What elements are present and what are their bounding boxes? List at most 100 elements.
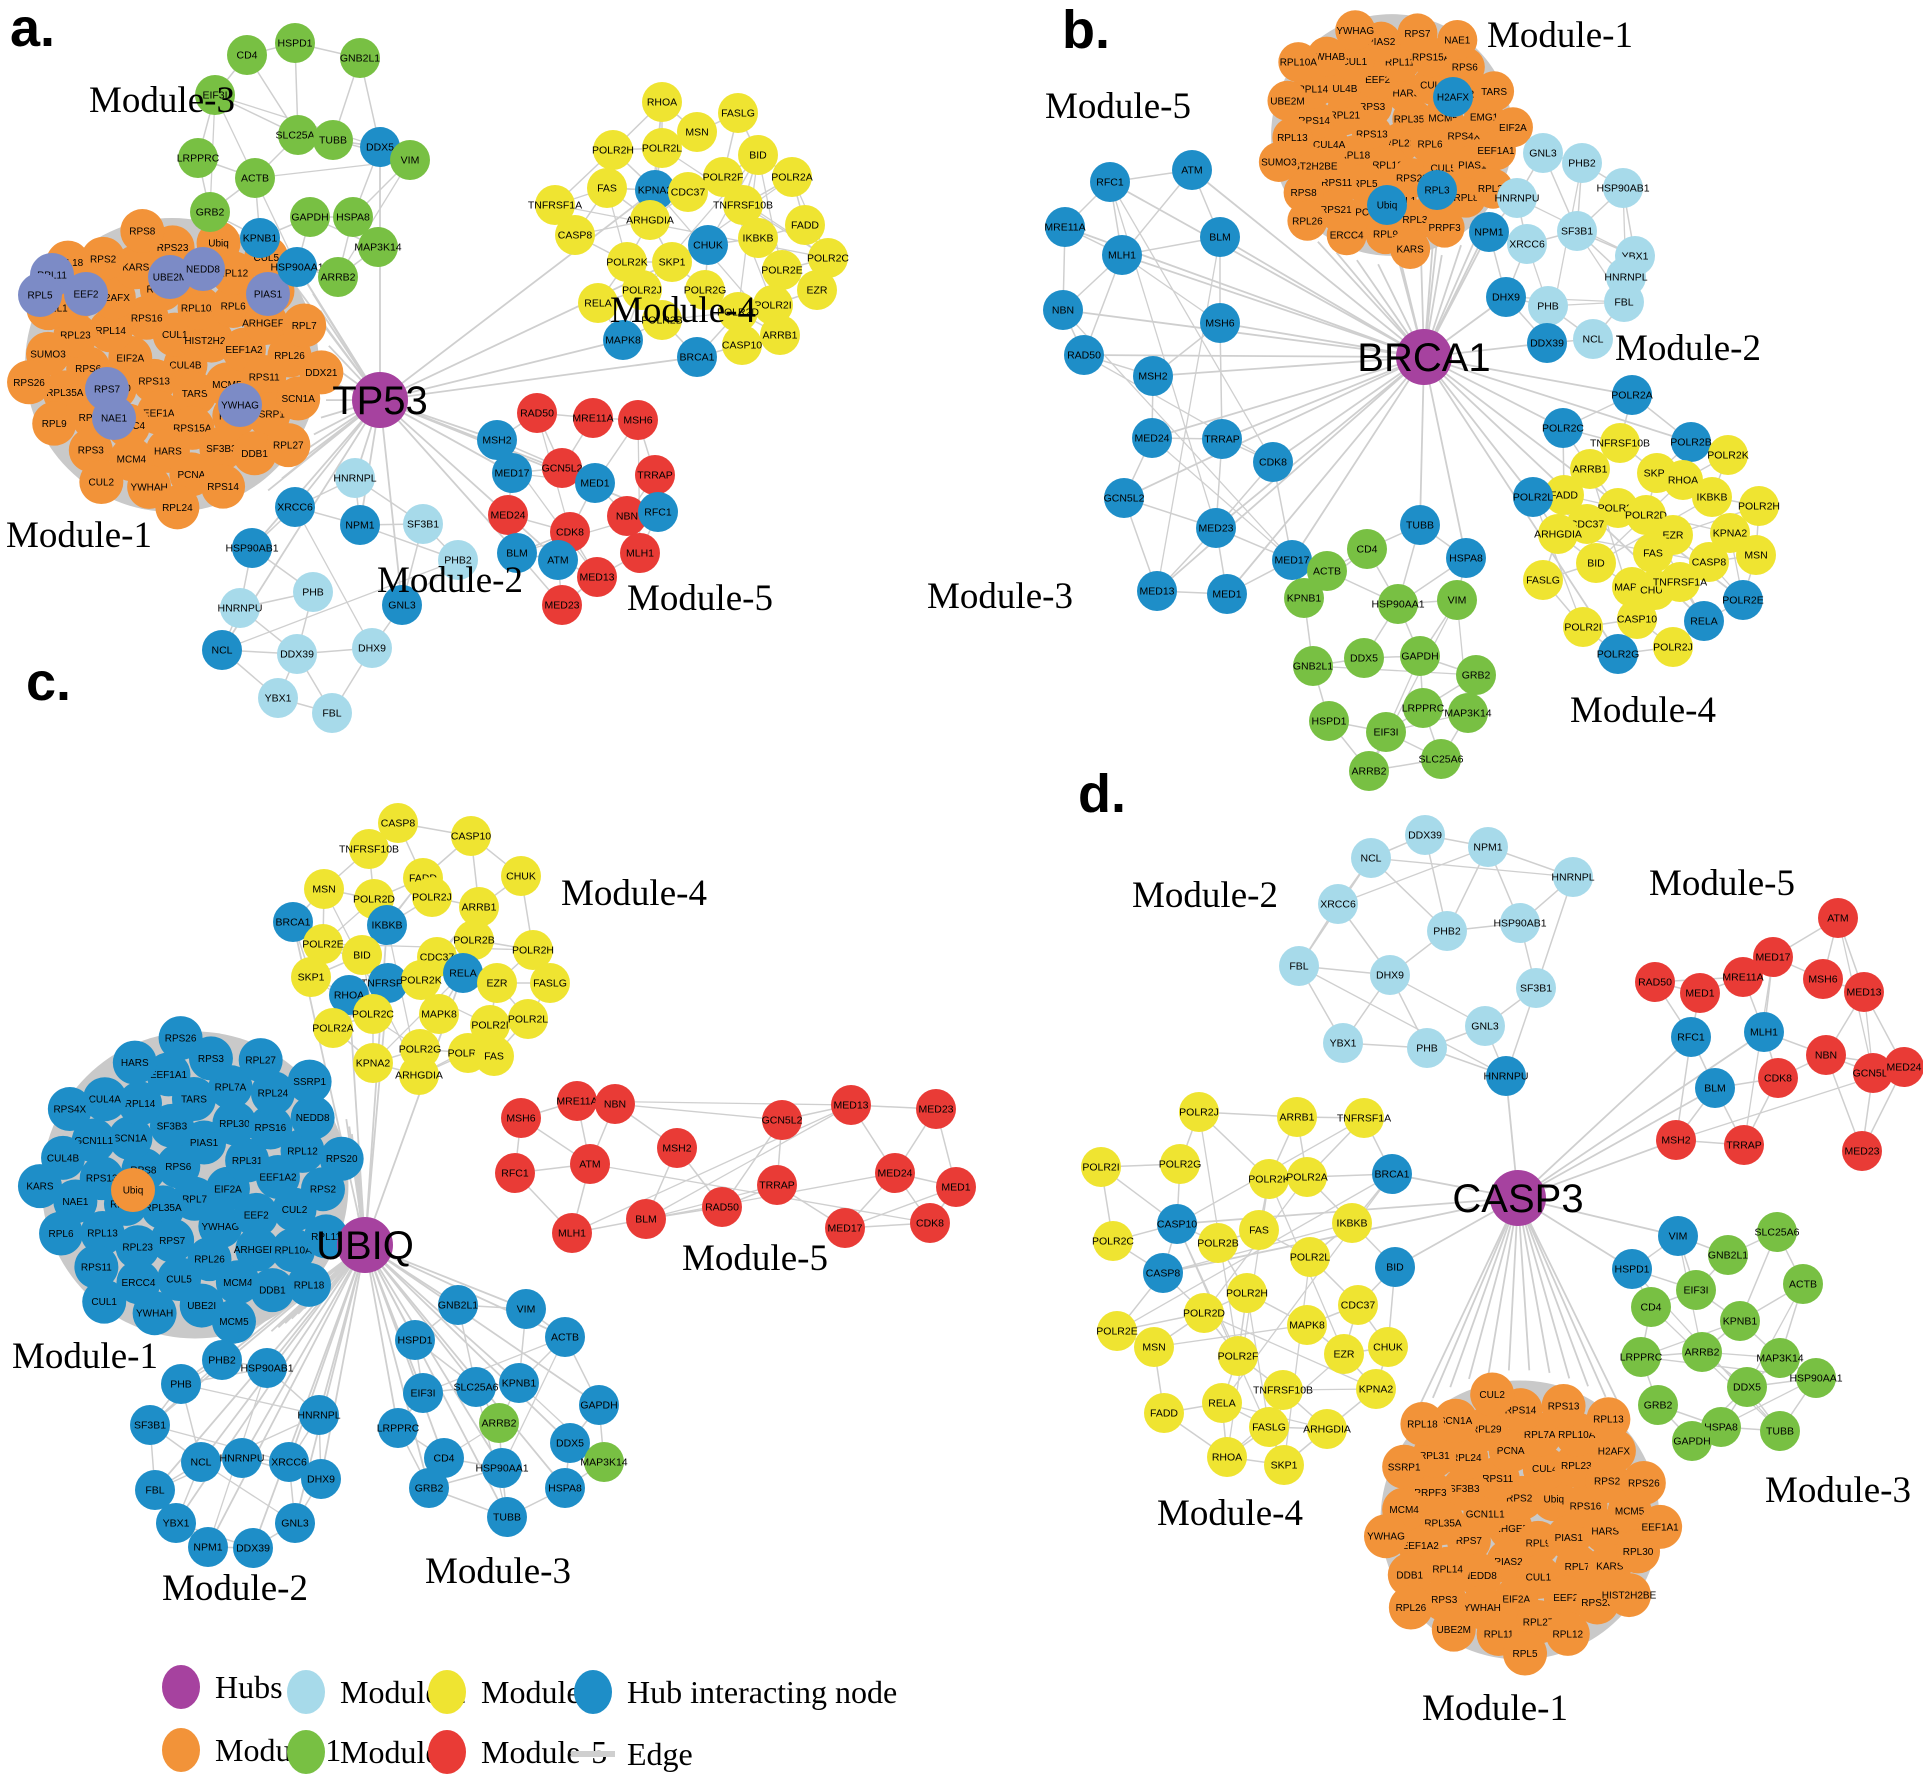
node-FADD[interactable]: FADD: [785, 205, 825, 245]
node-POLR2C[interactable]: POLR2C: [1542, 408, 1584, 448]
node-MED24[interactable]: MED24: [1132, 418, 1172, 458]
node-RPS26[interactable]: RPS26: [7, 360, 52, 405]
node-TRRAP[interactable]: TRRAP: [1724, 1125, 1764, 1165]
node-HSPD1[interactable]: HSPD1: [1612, 1249, 1652, 1289]
node-SKP1[interactable]: SKP1: [291, 957, 331, 997]
node-NBN[interactable]: NBN: [1043, 290, 1083, 330]
node-FASLG[interactable]: FASLG: [1523, 560, 1563, 600]
node-BID[interactable]: BID: [1576, 543, 1616, 583]
node-CUL1[interactable]: CUL1: [82, 1279, 127, 1324]
node-GNB2L1[interactable]: GNB2L1: [340, 38, 380, 78]
node-GRB2[interactable]: GRB2: [1638, 1385, 1678, 1425]
node-MED24[interactable]: MED24: [1884, 1047, 1923, 1087]
node-HSP90AA1[interactable]: HSP90AA1: [1371, 584, 1425, 624]
node-RPL3[interactable]: RPL3: [1417, 170, 1457, 210]
node-HSP90AB1[interactable]: HSP90AB1: [1493, 903, 1547, 943]
node-VIM[interactable]: VIM: [506, 1289, 546, 1329]
node-ATM[interactable]: ATM: [1172, 150, 1212, 190]
node-BLM[interactable]: BLM: [1695, 1068, 1735, 1108]
node-ATM[interactable]: ATM: [570, 1144, 610, 1184]
node-MED23[interactable]: MED23: [1842, 1131, 1882, 1171]
node-RPL12[interactable]: RPL12: [1545, 1611, 1590, 1656]
node-PHB[interactable]: PHB: [1528, 286, 1568, 326]
node-GNL3[interactable]: GNL3: [275, 1503, 315, 1543]
node-MSH6[interactable]: MSH6: [501, 1098, 541, 1138]
node-RHOA[interactable]: RHOA: [1207, 1437, 1247, 1477]
node-BID[interactable]: BID: [1375, 1247, 1415, 1287]
node-CHUK[interactable]: CHUK: [501, 856, 541, 896]
node-VIM[interactable]: VIM: [1658, 1216, 1698, 1256]
node-KPNA2[interactable]: KPNA2: [353, 1043, 393, 1083]
node-NCL[interactable]: NCL: [1573, 319, 1613, 359]
node-SF3B1[interactable]: SF3B1: [130, 1405, 170, 1445]
node-POLR2L[interactable]: POLR2L: [508, 999, 548, 1039]
node-CHUK[interactable]: CHUK: [688, 225, 728, 265]
node-MED17[interactable]: MED17: [825, 1208, 865, 1248]
node-CUL2[interactable]: CUL2: [79, 460, 124, 505]
node-DDX5[interactable]: DDX5: [1344, 638, 1384, 678]
node-ACTB[interactable]: ACTB: [545, 1317, 585, 1357]
node-FADD[interactable]: FADD: [1144, 1393, 1184, 1433]
node-MSN[interactable]: MSN: [1134, 1327, 1174, 1367]
node-MCM5[interactable]: MCM5: [211, 1299, 256, 1344]
node-DDX39[interactable]: DDX39: [277, 634, 317, 674]
node-RPL5[interactable]: RPL5: [18, 273, 62, 317]
hub-node-BRCA1[interactable]: BRCA1: [1357, 329, 1491, 385]
node-NBN[interactable]: NBN: [1806, 1035, 1846, 1075]
node-MSN[interactable]: MSN: [1736, 535, 1776, 575]
node-HNRNPU[interactable]: HNRNPU: [218, 588, 263, 628]
node-RPL24[interactable]: RPL24: [155, 485, 200, 530]
node-KARS[interactable]: KARS: [1390, 228, 1431, 269]
node-KPNB1[interactable]: KPNB1: [1284, 578, 1324, 618]
node-ARRB2[interactable]: ARRB2: [1682, 1332, 1722, 1372]
node-MED13[interactable]: MED13: [1137, 571, 1177, 611]
node-PHB2[interactable]: PHB2: [1427, 911, 1467, 951]
node-TNFRSF1A[interactable]: TNFRSF1A: [1337, 1098, 1391, 1138]
node-RAD50[interactable]: RAD50: [702, 1187, 742, 1227]
node-VIM[interactable]: VIM: [1437, 580, 1477, 620]
node-CASP10[interactable]: CASP10: [722, 325, 762, 365]
node-RFC1[interactable]: RFC1: [638, 492, 678, 532]
node-MED1[interactable]: MED1: [1680, 973, 1720, 1013]
node-ERCC4[interactable]: ERCC4: [1326, 215, 1367, 256]
node-MAP3K14[interactable]: MAP3K14: [1444, 693, 1492, 733]
node-XRCC6[interactable]: XRCC6: [1507, 224, 1547, 264]
node-RPL27[interactable]: RPL27: [266, 423, 311, 468]
node-BID[interactable]: BID: [738, 135, 778, 175]
node-MED17[interactable]: MED17: [492, 453, 532, 493]
node-GNL3[interactable]: GNL3: [1523, 133, 1563, 173]
node-POLR2J[interactable]: POLR2J: [412, 877, 452, 917]
node-ATM[interactable]: ATM: [538, 540, 578, 580]
node-DHX9[interactable]: DHX9: [352, 628, 392, 668]
node-POLR2C[interactable]: POLR2C: [1092, 1221, 1134, 1261]
node-MLH1[interactable]: MLH1: [620, 533, 660, 573]
node-MED24[interactable]: MED24: [875, 1153, 915, 1193]
node-FASLG[interactable]: FASLG: [530, 963, 570, 1003]
node-IKBKB[interactable]: IKBKB: [1692, 477, 1732, 517]
node-GCN5L2[interactable]: GCN5L2: [762, 1100, 803, 1140]
node-RFC1[interactable]: RFC1: [1090, 162, 1130, 202]
node-RPL26[interactable]: RPL26: [1287, 200, 1328, 241]
node-YBX1[interactable]: YBX1: [156, 1503, 196, 1543]
node-MLH1[interactable]: MLH1: [1102, 235, 1142, 275]
node-EZR[interactable]: EZR: [797, 270, 837, 310]
node-SF3B1[interactable]: SF3B1: [1516, 968, 1556, 1008]
node-POLR2L[interactable]: POLR2L: [1513, 477, 1553, 517]
node-NAE1[interactable]: NAE1: [92, 396, 136, 440]
node-GRB2[interactable]: GRB2: [190, 192, 230, 232]
node-CDC37[interactable]: CDC37: [1338, 1285, 1378, 1325]
node-MSN[interactable]: MSN: [677, 112, 717, 152]
node-MRE11A[interactable]: MRE11A: [572, 398, 614, 438]
node-VIM[interactable]: VIM: [390, 140, 430, 180]
node-DDX5[interactable]: DDX5: [550, 1423, 590, 1463]
node-GAPDH[interactable]: GAPDH: [1672, 1421, 1712, 1461]
node-CHUK[interactable]: CHUK: [1368, 1327, 1408, 1367]
node-FAS[interactable]: FAS: [587, 168, 627, 208]
node-RELA[interactable]: RELA: [1684, 601, 1724, 641]
node-MED13[interactable]: MED13: [831, 1085, 871, 1125]
node-MSH6[interactable]: MSH6: [1200, 303, 1240, 343]
node-MAPK8[interactable]: MAPK8: [1287, 1305, 1327, 1345]
node-DDX39[interactable]: DDX39: [1405, 815, 1445, 855]
node-IKBKB[interactable]: IKBKB: [738, 218, 778, 258]
node-POLR2I[interactable]: POLR2I: [1081, 1147, 1121, 1187]
